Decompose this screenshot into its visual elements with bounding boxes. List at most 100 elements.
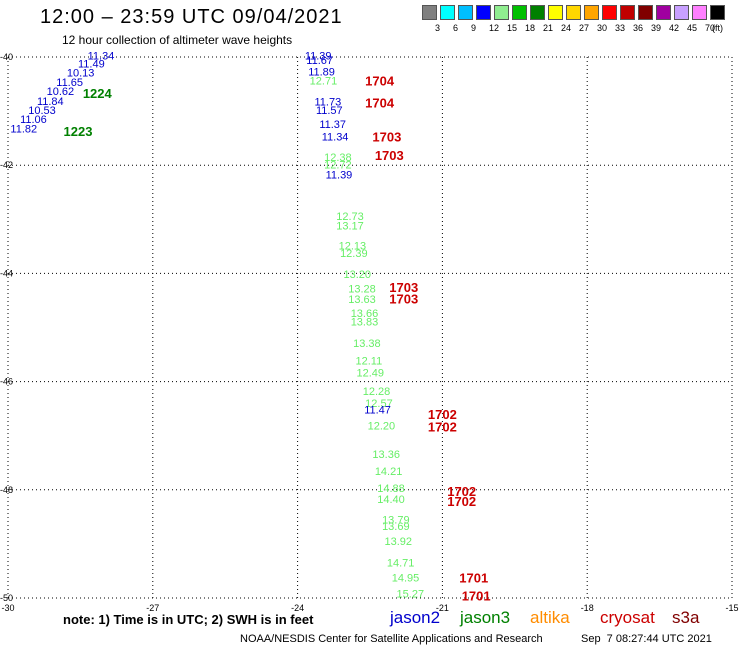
- credit-text: NOAA/NESDIS Center for Satellite Applica…: [240, 633, 543, 645]
- wave-height-value: 13.79: [382, 515, 410, 527]
- legend-label: 18: [525, 23, 536, 33]
- note-text: note: 1) Time is in UTC; 2) SWH is in fe…: [63, 612, 314, 627]
- wave-height-value: 13.83: [351, 317, 379, 329]
- wave-height-value: 12.49: [356, 367, 384, 379]
- wave-height-value: 10.53: [28, 105, 56, 117]
- wave-height-value: 11.73: [314, 96, 341, 108]
- wave-height-value: 13.63: [348, 294, 376, 306]
- legend-label: 12: [489, 23, 500, 33]
- legend-swatch: [692, 5, 707, 20]
- legend-label: 42: [669, 23, 680, 33]
- lon-tick-label: -24: [291, 603, 304, 613]
- time-marker: 1704: [365, 73, 395, 88]
- satellite-altika: altika: [530, 608, 570, 627]
- satellite-s3a: s3a: [672, 608, 700, 627]
- wave-height-value: 13.69: [382, 521, 410, 533]
- legend-swatch: [566, 5, 581, 20]
- satellite-cryosat: cryosat: [600, 608, 655, 627]
- wave-height-value: 14.95: [392, 572, 420, 584]
- legend-label: 21: [543, 23, 554, 33]
- wave-height-value: 11.39: [326, 169, 353, 181]
- lat-tick-label: -46: [0, 377, 13, 387]
- wave-height-value: 13.20: [343, 269, 371, 281]
- legend-swatch: [494, 5, 509, 20]
- satellite-jason2: jason2: [390, 608, 441, 627]
- wave-height-value: 12.57: [365, 398, 393, 410]
- lon-tick-label: -21: [436, 603, 449, 613]
- wave-height-value: 12.38: [324, 152, 352, 164]
- lat-tick-label: -42: [0, 160, 13, 170]
- wave-height-value: 12.13: [339, 240, 367, 252]
- wave-height-value: 14.71: [387, 557, 415, 569]
- legend-swatch: [548, 5, 563, 20]
- time-marker: 1223: [64, 124, 93, 139]
- lon-tick-label: -15: [725, 603, 738, 613]
- legend-label: 30: [597, 23, 608, 33]
- generated-timestamp: Sep 7 08:27:44 UTC 2021: [581, 633, 712, 645]
- wave-height-value: 11.34: [322, 132, 349, 144]
- wave-height-value: 13.17: [336, 220, 364, 232]
- legend-label: 27: [579, 23, 590, 33]
- lat-tick-label: -40: [0, 52, 13, 62]
- wave-height-value: 11.34: [88, 50, 115, 62]
- wave-height-value: 11.47: [364, 405, 391, 417]
- time-marker: 1702: [428, 420, 457, 435]
- legend-swatch: [620, 5, 635, 20]
- time-marker: 1224: [83, 86, 113, 101]
- wave-height-value: 13.28: [348, 284, 376, 296]
- wave-height-value: 12.11: [356, 356, 383, 368]
- legend-swatch: [710, 5, 725, 20]
- time-marker: 1701: [462, 588, 491, 603]
- legend-label: 3: [435, 23, 441, 33]
- wave-height-value: 11.37: [319, 119, 346, 131]
- legend-swatch: [440, 5, 455, 20]
- wave-height-value: 11.89: [308, 67, 335, 79]
- time-marker: 1702: [447, 494, 476, 509]
- wave-height-value: 12.39: [340, 248, 368, 260]
- legend-label: 36: [633, 23, 644, 33]
- time-marker: 1703: [372, 130, 401, 145]
- wave-height-value: 11.39: [305, 50, 332, 62]
- wave-height-value: 11.06: [20, 114, 47, 126]
- legend-swatch: [656, 5, 671, 20]
- wave-height-value: 12.73: [336, 211, 364, 223]
- wave-height-value: 14.88: [377, 483, 405, 495]
- time-marker: 1702: [447, 484, 476, 499]
- wave-height-value: 13.92: [384, 536, 412, 548]
- time-marker: 1703: [389, 280, 418, 295]
- time-marker: 1703: [375, 148, 404, 163]
- wave-height-value: 12.20: [368, 420, 396, 432]
- legend-label: 15: [507, 23, 518, 33]
- legend-label: 24: [561, 23, 572, 33]
- legend-swatch: [458, 5, 473, 20]
- wave-height-value: 11.65: [56, 77, 83, 89]
- page-title: 12:00 – 23:59 UTC 09/04/2021: [40, 6, 343, 28]
- wave-height-value: 11.84: [37, 96, 64, 108]
- wave-height-value: 12.28: [363, 386, 391, 398]
- legend-swatch: [674, 5, 689, 20]
- wave-height-value: 15.27: [397, 589, 425, 601]
- wave-height-value: 13.66: [351, 308, 379, 320]
- wave-height-value: 13.36: [372, 449, 400, 461]
- legend-unit: (ft): [712, 23, 723, 33]
- legend-swatch: [530, 5, 545, 20]
- time-marker: 1702: [428, 407, 457, 422]
- legend-label: 33: [615, 23, 626, 33]
- time-marker: 1704: [365, 95, 395, 110]
- lon-tick-label: -27: [146, 603, 159, 613]
- lat-tick-label: -48: [0, 485, 13, 495]
- legend-swatch: [422, 5, 437, 20]
- legend-label: 45: [687, 23, 698, 33]
- wave-height-value: 10.13: [67, 68, 95, 80]
- time-marker: 1703: [389, 291, 418, 306]
- legend-swatch: [512, 5, 527, 20]
- legend-label: 9: [471, 23, 477, 33]
- wave-height-value: 11.67: [306, 55, 333, 67]
- wave-height-value: 10.62: [47, 86, 75, 98]
- lon-tick-label: -30: [1, 603, 14, 613]
- lat-tick-label: -44: [0, 268, 13, 278]
- legend-label: 6: [453, 23, 459, 33]
- page-subtitle: 12 hour collection of altimeter wave hei…: [62, 33, 293, 47]
- wave-height-value: 12.71: [310, 75, 338, 87]
